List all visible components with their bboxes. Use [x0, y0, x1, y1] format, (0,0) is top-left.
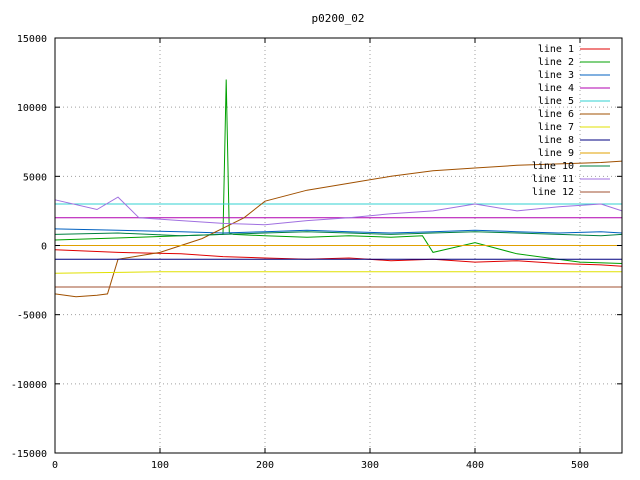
x-tick-label: 0: [52, 460, 58, 471]
legend-label: line 7: [538, 122, 574, 133]
series-line-3: [54, 228, 623, 234]
legend-label: line 8: [538, 135, 574, 146]
series-line-11: [54, 196, 623, 226]
x-tick-label: 100: [151, 460, 169, 471]
x-tick-label: 400: [466, 460, 484, 471]
x-tick-label: 200: [256, 460, 274, 471]
series-line-10: [54, 231, 623, 237]
legend-label: line 9: [538, 148, 574, 159]
legend-label: line 5: [538, 96, 574, 107]
legend-label: line 6: [538, 109, 574, 120]
y-tick-label: -5000: [17, 311, 47, 322]
series-line-7: [54, 271, 622, 274]
y-tick-label: -15000: [11, 449, 47, 460]
x-axis-ticks: 0 100 200 300 400 500: [52, 38, 589, 471]
y-tick-label: 5000: [23, 172, 47, 183]
legend-label: line 3: [538, 70, 574, 81]
legend-label: line 1: [538, 44, 574, 55]
y-axis-ticks: -15000 -10000 -5000 0 5000 10000 15000: [11, 34, 622, 460]
y-tick-label: 15000: [17, 34, 47, 45]
legend-label: line 4: [538, 83, 574, 94]
legend-label: line 11: [532, 174, 574, 185]
legend-label: line 12: [532, 187, 574, 198]
legend-label: line 2: [538, 57, 574, 68]
legend-label: line 10: [532, 161, 574, 172]
series-lines: [54, 79, 623, 298]
y-tick-label: -10000: [11, 380, 47, 391]
chart-title: p0200_02: [312, 12, 365, 25]
y-tick-label: 10000: [17, 103, 47, 114]
x-tick-label: 300: [361, 460, 379, 471]
x-tick-label: 500: [571, 460, 589, 471]
y-tick-label: 0: [41, 242, 47, 253]
legend: line 1 line 2 line 3 line 4 line 5 line 6 line…: [532, 44, 610, 198]
series-line-6: [54, 160, 623, 298]
series-line-1: [54, 249, 623, 267]
